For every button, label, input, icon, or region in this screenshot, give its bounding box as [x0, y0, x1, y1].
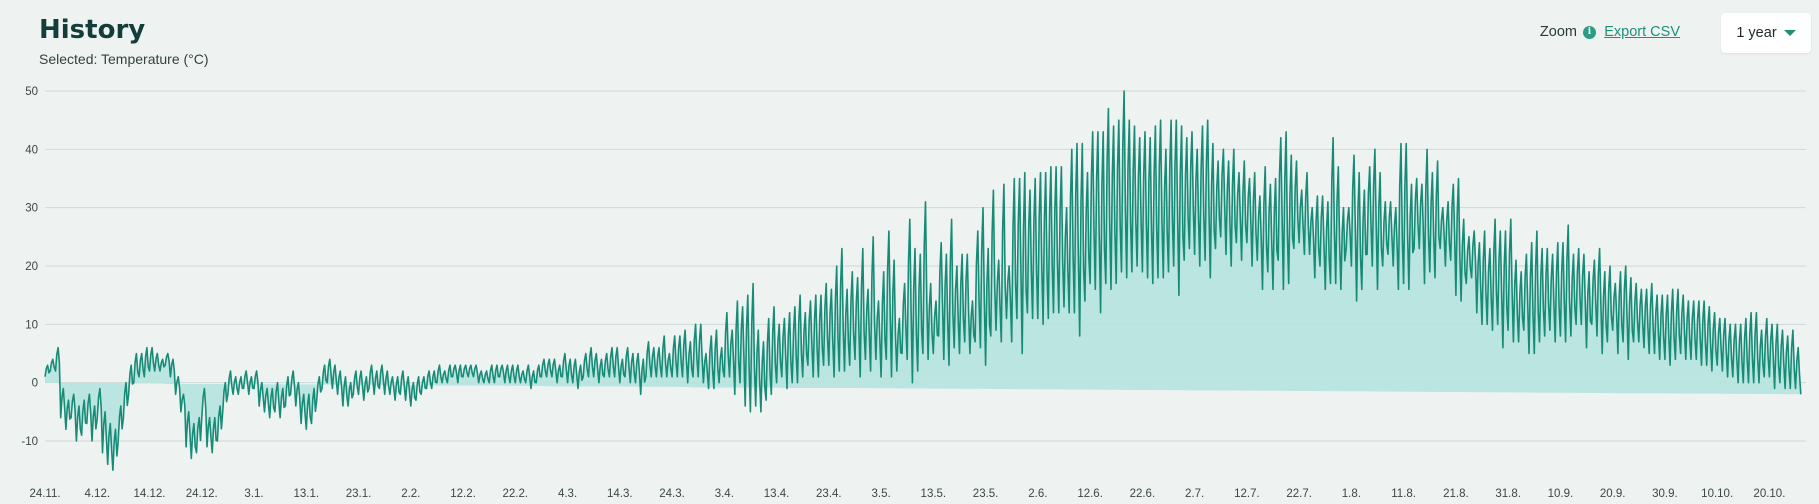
x-tick-label: 24.11. [29, 488, 60, 500]
x-tick-label: 2.6. [1028, 488, 1047, 500]
x-tick-label: 14.12. [134, 488, 166, 500]
x-tick-label: 30.9. [1652, 488, 1678, 500]
x-tick-label: 1.8. [1342, 488, 1361, 500]
x-tick-label: 2.7. [1185, 488, 1204, 500]
zoom-control[interactable]: Zoom i [1540, 24, 1596, 40]
y-tick-label: 20 [25, 261, 38, 273]
x-tick-label: 23.1. [346, 488, 372, 500]
zoom-label: Zoom [1539, 24, 1577, 40]
chevron-down-icon [1783, 30, 1796, 36]
temperature-series-line [44, 90, 1802, 471]
x-tick-label: 3.5. [871, 488, 890, 500]
x-tick-label: 13.1. [293, 488, 319, 500]
x-tick-label: 14.3. [607, 488, 633, 500]
x-tick-label: 31.8. [1495, 488, 1521, 500]
x-tick-label: 13.5. [921, 488, 947, 500]
selected-series-label: Selected: Temperature (°C) [39, 51, 209, 67]
time-range-value: 1 year [1736, 25, 1777, 41]
page-title: History [39, 15, 146, 45]
x-tick-label: 21.8. [1443, 488, 1469, 500]
x-tick-label: 24.3. [659, 488, 685, 500]
x-tick-label: 20.9. [1600, 488, 1626, 500]
x-tick-label: 12.6. [1077, 488, 1103, 500]
y-tick-label: 30 [25, 203, 38, 215]
temperature-area [45, 91, 1801, 471]
y-tick-label: 50 [25, 86, 38, 98]
x-tick-label: 11.8. [1391, 488, 1416, 500]
y-tick-label: 10 [25, 319, 38, 331]
x-tick-label: 12.2. [450, 488, 476, 500]
x-tick-label: 4.3. [558, 488, 577, 500]
x-tick-label: 10.9. [1548, 488, 1574, 500]
x-tick-label: 22.7. [1286, 488, 1312, 500]
export-csv-link[interactable]: Export CSV [1604, 24, 1680, 40]
info-icon[interactable]: i [1583, 25, 1596, 39]
x-tick-label: 10.10. [1701, 488, 1733, 500]
x-tick-label: 22.2. [503, 488, 529, 500]
time-range-dropdown[interactable]: 1 year [1721, 13, 1811, 53]
x-tick-label: 3.1. [244, 488, 263, 500]
x-tick-label: 2.2. [401, 488, 420, 500]
x-tick-label: 23.4. [816, 488, 842, 500]
y-tick-label: 40 [25, 144, 38, 156]
x-tick-label: 22.6. [1130, 488, 1156, 500]
x-tick-label: 12.7. [1234, 488, 1260, 500]
y-tick-label: 0 [32, 378, 38, 390]
x-tick-label: 23.5. [973, 488, 999, 500]
x-tick-label: 4.12. [84, 488, 110, 500]
x-tick-label: 24.12. [186, 488, 218, 500]
y-tick-label: -10 [21, 436, 38, 448]
x-tick-label: 3.4. [715, 488, 734, 500]
x-tick-label: 13.4. [764, 488, 790, 500]
x-tick-label: 20.10. [1753, 488, 1785, 500]
